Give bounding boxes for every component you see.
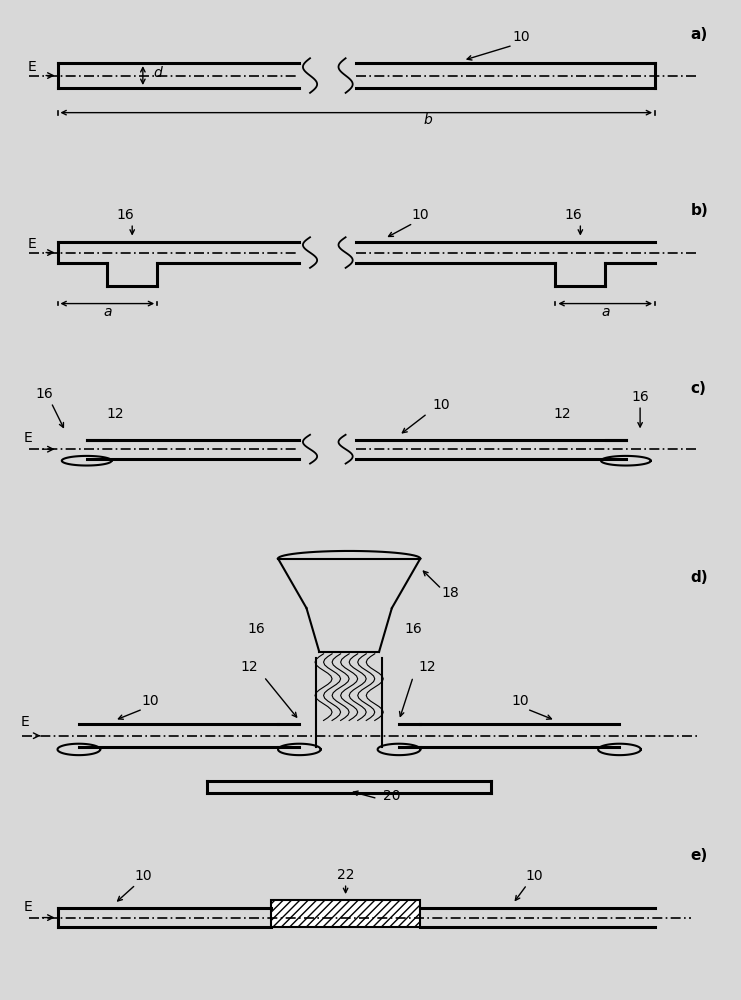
Text: E: E xyxy=(24,431,33,445)
Text: a: a xyxy=(103,305,112,319)
Text: a): a) xyxy=(691,27,708,42)
Polygon shape xyxy=(271,900,420,927)
Text: 10: 10 xyxy=(525,869,543,883)
Text: 10: 10 xyxy=(134,869,152,883)
Text: 12: 12 xyxy=(553,407,571,421)
Text: 10: 10 xyxy=(513,30,531,44)
Text: E: E xyxy=(27,237,36,251)
Text: e): e) xyxy=(691,848,708,863)
Text: 10: 10 xyxy=(411,208,429,222)
Text: 10: 10 xyxy=(142,694,159,708)
Text: 18: 18 xyxy=(442,586,459,600)
Text: 16: 16 xyxy=(565,208,582,222)
Text: E: E xyxy=(20,715,29,729)
Text: d: d xyxy=(153,66,162,80)
Text: 16: 16 xyxy=(247,622,265,636)
Text: 20: 20 xyxy=(383,789,401,803)
Text: 22: 22 xyxy=(337,868,354,882)
Text: c): c) xyxy=(691,381,706,396)
Text: b: b xyxy=(423,113,432,127)
Text: E: E xyxy=(24,900,33,914)
Text: a: a xyxy=(601,305,610,319)
Text: 10: 10 xyxy=(511,694,528,708)
Text: d): d) xyxy=(691,570,708,585)
Text: E: E xyxy=(27,60,36,74)
Text: 16: 16 xyxy=(405,622,422,636)
Text: 12: 12 xyxy=(106,407,124,421)
Text: 16: 16 xyxy=(35,387,53,401)
Text: 10: 10 xyxy=(433,398,451,412)
Text: b): b) xyxy=(691,203,708,218)
Text: 12: 12 xyxy=(241,660,259,674)
Text: 16: 16 xyxy=(631,390,649,404)
Text: 12: 12 xyxy=(419,660,436,674)
Text: 16: 16 xyxy=(116,208,134,222)
